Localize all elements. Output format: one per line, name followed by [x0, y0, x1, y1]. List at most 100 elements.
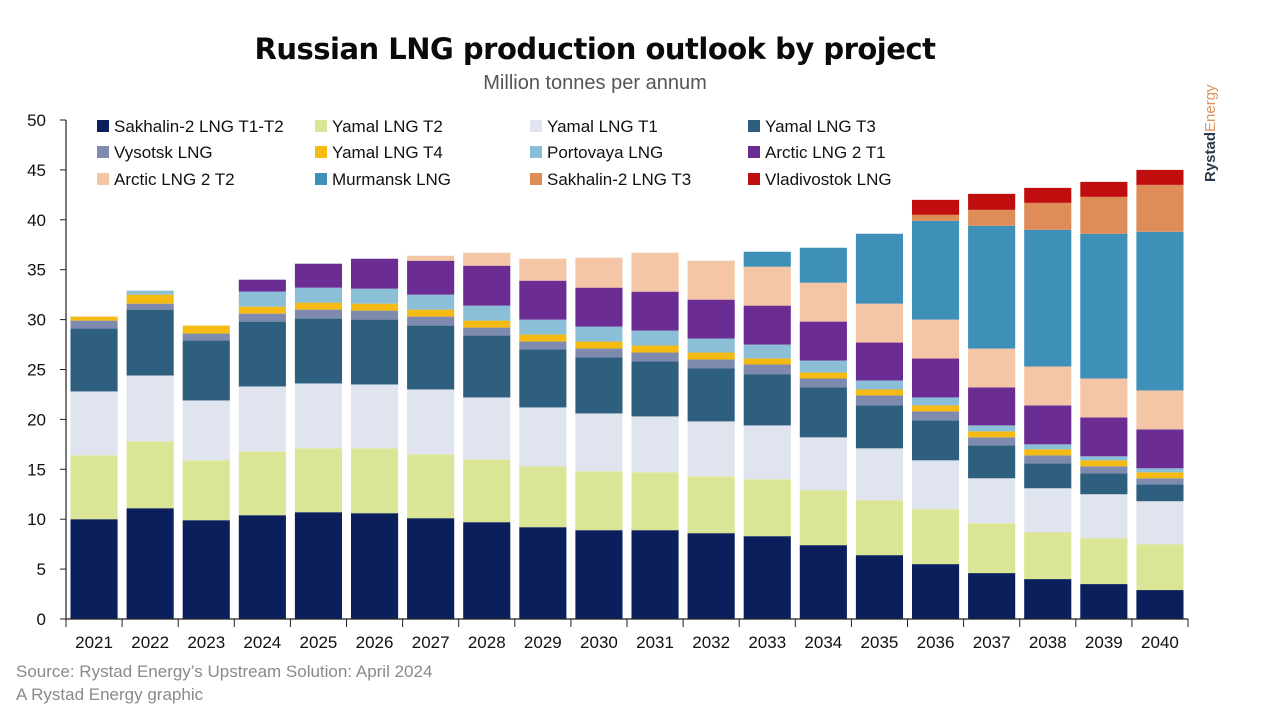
- bar-segment-2036-s7: [911, 358, 960, 398]
- bar-segment-2034-s6: [799, 360, 847, 373]
- bar-segment-2033-s2: [743, 425, 791, 480]
- bar-segment-2028-s8: [463, 252, 511, 266]
- legend-swatch: [530, 120, 542, 132]
- bar-segment-2030-s7: [575, 287, 623, 327]
- bar-segment-2028-s6: [463, 305, 511, 321]
- bar-segment-2039-s6: [1080, 456, 1128, 461]
- bar-segment-2038-s4: [1024, 455, 1072, 464]
- legend-swatch: [97, 120, 109, 132]
- y-tick-label: 30: [27, 311, 46, 330]
- y-tick-label: 50: [27, 111, 46, 130]
- x-tick-label: 2022: [131, 633, 169, 652]
- bar-segment-2034-s1: [799, 490, 847, 546]
- bar-segment-2024-s2: [238, 386, 286, 452]
- bar-segment-2027-s3: [407, 325, 455, 390]
- bar-segment-2027-s7: [407, 260, 455, 295]
- legend-swatch: [530, 173, 542, 185]
- bar-segment-2033-s9: [743, 251, 791, 267]
- bar-segment-2031-s5: [631, 345, 679, 353]
- bar-segment-2038-s11: [1024, 187, 1072, 203]
- bar-segment-2026-s2: [350, 384, 399, 449]
- legend-label: Sakhalin-2 LNG T3: [547, 170, 691, 189]
- bar-segment-2023-s5: [182, 325, 230, 334]
- bar-segment-2021-s1: [70, 455, 118, 520]
- bar-segment-2040-s4: [1136, 478, 1184, 485]
- x-tick-label: 2035: [861, 633, 899, 652]
- legend-swatch: [315, 173, 327, 185]
- bar-segment-2037-s7: [968, 387, 1016, 426]
- bar-segment-2035-s5: [855, 389, 904, 396]
- legend-swatch: [315, 120, 327, 132]
- bars-layer: [70, 169, 1184, 619]
- bar-segment-2031-s0: [631, 530, 679, 619]
- bar-segment-2026-s3: [350, 319, 399, 385]
- bar-segment-2024-s5: [238, 306, 286, 314]
- legend-label: Arctic LNG 2 T2: [114, 170, 235, 189]
- bar-segment-2032-s7: [687, 299, 735, 339]
- bar-segment-2036-s1: [911, 509, 960, 565]
- bar-segment-2029-s2: [519, 407, 567, 467]
- bar-segment-2036-s11: [911, 199, 960, 215]
- bar-segment-2034-s2: [799, 437, 847, 491]
- bar-segment-2023-s1: [182, 460, 230, 521]
- bar-segment-2027-s5: [407, 309, 455, 317]
- bar-segment-2033-s0: [743, 536, 791, 619]
- bar-segment-2037-s3: [968, 445, 1016, 479]
- bar-segment-2021-s5: [70, 316, 118, 321]
- bar-segment-2039-s9: [1080, 233, 1128, 379]
- chart-title: Russian LNG production outlook by projec…: [254, 32, 936, 66]
- bar-segment-2040-s6: [1136, 468, 1184, 473]
- bar-segment-2025-s0: [294, 512, 343, 619]
- bar-segment-2035-s3: [855, 405, 904, 449]
- bar-segment-2024-s3: [238, 321, 286, 387]
- bar-segment-2030-s1: [575, 471, 623, 531]
- bar-segment-2039-s8: [1080, 378, 1128, 418]
- legend-label: Vysotsk LNG: [114, 143, 213, 162]
- bar-segment-2040-s10: [1136, 184, 1184, 232]
- bar-segment-2027-s4: [407, 316, 455, 326]
- bar-segment-2025-s6: [294, 287, 343, 303]
- bar-segment-2026-s7: [350, 258, 399, 289]
- bar-segment-2024-s6: [238, 291, 286, 307]
- bar-segment-2023-s0: [182, 520, 230, 619]
- legend-label: Sakhalin-2 LNG T1-T2: [114, 117, 284, 136]
- bar-segment-2027-s6: [407, 294, 455, 310]
- bar-segment-2026-s4: [350, 310, 399, 320]
- bar-segment-2029-s0: [519, 527, 567, 619]
- bar-segment-2038-s7: [1024, 405, 1072, 445]
- bar-segment-2031-s4: [631, 352, 679, 362]
- bar-segment-2037-s6: [968, 425, 1016, 432]
- bar-segment-2039-s4: [1080, 466, 1128, 474]
- x-tick-label: 2028: [468, 633, 506, 652]
- legend-label: Yamal LNG T2: [332, 117, 443, 136]
- bar-segment-2034-s9: [799, 247, 847, 283]
- bar-segment-2033-s8: [743, 266, 791, 306]
- bar-segment-2022-s4: [126, 303, 174, 310]
- bar-segment-2040-s3: [1136, 484, 1184, 502]
- bar-segment-2037-s10: [968, 209, 1016, 226]
- bar-segment-2036-s0: [911, 564, 960, 619]
- bar-segment-2025-s7: [294, 263, 343, 288]
- x-tick-label: 2033: [748, 633, 786, 652]
- bar-segment-2028-s4: [463, 327, 511, 336]
- bar-segment-2032-s6: [687, 338, 735, 353]
- bar-segment-2037-s8: [968, 348, 1016, 388]
- bar-segment-2022-s5: [126, 294, 174, 304]
- bar-segment-2035-s9: [855, 233, 904, 304]
- bar-segment-2031-s2: [631, 416, 679, 473]
- bar-segment-2036-s2: [911, 460, 960, 510]
- x-tick-label: 2027: [412, 633, 450, 652]
- bar-segment-2029-s3: [519, 349, 567, 408]
- bar-segment-2022-s1: [126, 441, 174, 509]
- bar-segment-2038-s8: [1024, 366, 1072, 406]
- x-tick-label: 2037: [973, 633, 1011, 652]
- bar-segment-2036-s10: [911, 214, 960, 221]
- bar-segment-2032-s8: [687, 260, 735, 300]
- bar-segment-2040-s2: [1136, 501, 1184, 545]
- source-note: Source: Rystad Energy’s Upstream Solutio…: [16, 662, 433, 681]
- bar-segment-2021-s0: [70, 519, 118, 619]
- bar-segment-2033-s3: [743, 374, 791, 426]
- legend-label: Murmansk LNG: [332, 170, 451, 189]
- bar-segment-2039-s11: [1080, 181, 1128, 197]
